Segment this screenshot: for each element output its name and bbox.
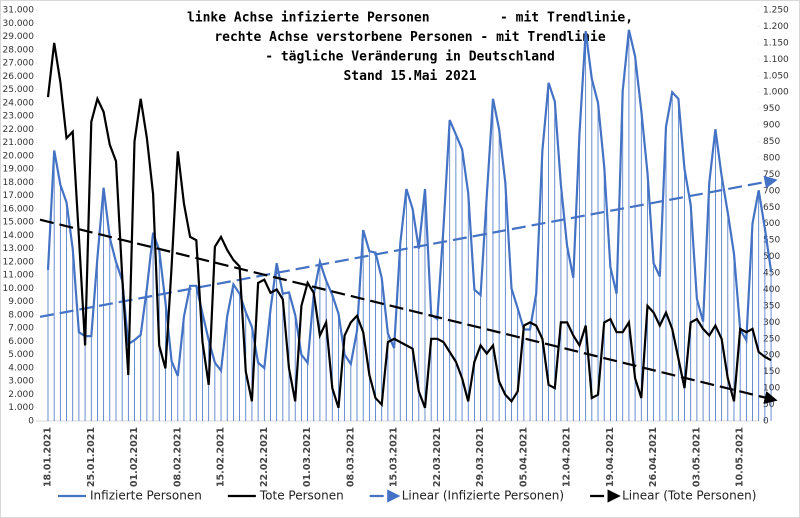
y-tick-label: 7.000 [8,324,34,334]
y-tick-label: 10.000 [3,284,35,294]
y-tick-label: 15.000 [3,218,35,228]
y-tick-label: 20.000 [3,151,35,161]
y2-tick-label: 450 [763,269,780,279]
y-tick-label: 17.000 [3,191,35,201]
y2-tick-label: 1.050 [763,71,789,81]
y2-tick-label: 400 [763,285,780,295]
x-tick-label: 15.02.2021 [216,427,227,487]
chart-title: linke Achse infizierte Personen - mit Tr… [187,11,633,26]
y-tick-label: 28.000 [3,45,35,55]
x-tick-label: 01.02.2021 [129,427,140,487]
y-tick-label: 29.000 [3,32,35,42]
y2-tick-label: 300 [763,318,780,328]
y-tick-label: 26.000 [3,72,35,82]
x-tick-label: 08.02.2021 [172,427,183,487]
y-tick-label: 21.000 [3,138,35,148]
legend-label: Tote Personen [259,489,344,503]
y2-tick-label: 350 [763,301,780,311]
y2-tick-label: 1.200 [763,22,789,32]
y2-tick-label: 100 [763,384,780,394]
y2-tick-label: 600 [763,219,780,229]
x-tick-label: 26.04.2021 [648,427,659,487]
y-tick-label: 23.000 [3,112,35,122]
y2-tick-label: 800 [763,153,780,163]
y-tick-label: 1.000 [8,403,34,413]
chart-title: - tägliche Veränderung in Deutschland [265,50,555,65]
legend-label: Linear (Tote Personen) [622,489,756,503]
y2-tick-label: 1.250 [763,6,789,16]
y2-tick-label: 200 [763,351,780,361]
legend-label: Linear (Infizierte Personen) [402,489,564,503]
trend-line [39,218,778,404]
y-tick-label: 18.000 [3,178,35,188]
y2-tick-label: 150 [763,367,780,377]
y2-tick-label: 1.000 [763,88,789,98]
y-tick-label: 31.000 [3,6,35,16]
y-tick-label: 14.000 [3,231,35,241]
y2-tick-label: 1.150 [763,38,789,48]
trend-line [39,175,778,318]
x-tick-label: 12.04.2021 [562,427,573,487]
y-tick-label: 5.000 [8,350,34,360]
y2-tick-label: 850 [763,137,780,147]
x-tick-label: 29.03.2021 [475,427,486,487]
x-tick-label: 05.04.2021 [518,427,529,487]
x-tick-label: 03.05.2021 [691,427,702,487]
x-tick-label: 08.03.2021 [345,427,356,487]
y-tick-label: 13.000 [3,244,35,254]
y2-tick-label: 900 [763,121,780,131]
chart-title: rechte Achse verstorbene Personen - mit … [214,30,606,45]
x-tick-label: 01.03.2021 [302,427,313,487]
x-tick-label: 19.04.2021 [605,427,616,487]
y-tick-label: 0 [28,417,34,427]
y-tick-label: 2.000 [8,390,34,400]
y-tick-label: 19.000 [3,165,35,175]
y2-tick-label: 650 [763,203,780,213]
y-tick-label: 8.000 [8,310,34,320]
x-tick-label: 15.03.2021 [389,427,400,487]
y2-tick-label: 0 [763,417,769,427]
x-tick-label: 10.05.2021 [735,427,746,487]
y-tick-label: 9.000 [8,297,34,307]
y-tick-label: 25.000 [3,85,35,95]
y-tick-label: 12.000 [3,257,35,267]
y-tick-label: 6.000 [8,337,34,347]
y2-tick-label: 700 [763,186,780,196]
y2-tick-label: 50 [763,400,775,410]
y-tick-label: 24.000 [3,98,35,108]
y-tick-label: 16.000 [3,204,35,214]
x-tick-label: 22.03.2021 [432,427,443,487]
y-tick-label: 22.000 [3,125,35,135]
y-tick-label: 4.000 [8,363,34,373]
y2-tick-label: 250 [763,334,780,344]
y-tick-label: 3.000 [8,377,34,387]
y2-tick-label: 750 [763,170,780,180]
series-line [46,42,772,409]
y2-tick-label: 1.100 [763,55,789,65]
chart-title: Stand 15.Mai 2021 [343,69,476,84]
y-tick-label: 11.000 [3,271,35,281]
x-tick-label: 18.01.2021 [43,427,54,487]
y-tick-label: 30.000 [3,19,35,29]
y2-tick-label: 950 [763,104,780,114]
y2-tick-label: 500 [763,252,780,262]
legend-label: Infizierte Personen [90,489,202,503]
y2-tick-label: 550 [763,236,780,246]
x-tick-label: 25.01.2021 [86,427,97,487]
x-tick-label: 22.02.2021 [259,427,270,487]
y-tick-label: 27.000 [3,59,35,69]
